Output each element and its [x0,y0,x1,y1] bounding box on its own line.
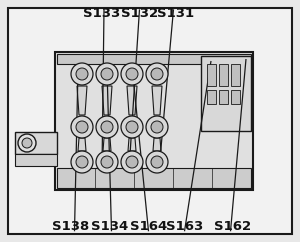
Bar [55,52,253,190]
Circle shape [151,156,163,168]
Circle shape [101,68,113,80]
Text: S133: S133 [83,7,121,20]
Text: S164: S164 [130,220,167,233]
Circle shape [126,156,138,168]
Circle shape [126,121,138,133]
Bar [231,90,240,104]
Circle shape [121,116,143,138]
Text: S138: S138 [52,220,89,233]
Text: S134: S134 [91,220,128,233]
Circle shape [71,116,93,138]
Circle shape [76,121,88,133]
Bar [207,64,216,86]
Bar [231,64,240,86]
Text: S162: S162 [214,220,251,233]
Polygon shape [127,86,137,115]
Circle shape [151,121,163,133]
Circle shape [151,68,163,80]
Circle shape [96,151,118,173]
Bar [15,154,57,166]
Circle shape [146,151,168,173]
Polygon shape [152,86,162,115]
Text: S132: S132 [121,7,158,20]
Circle shape [71,63,93,85]
Circle shape [101,121,113,133]
Circle shape [121,63,143,85]
Circle shape [22,138,32,148]
Circle shape [71,151,93,173]
Bar [57,168,251,188]
Polygon shape [78,138,86,151]
Polygon shape [77,86,87,115]
Circle shape [96,63,118,85]
Circle shape [146,116,168,138]
Circle shape [126,68,138,80]
Circle shape [76,68,88,80]
Text: S163: S163 [166,220,203,233]
Polygon shape [103,138,111,151]
Text: S131: S131 [157,7,194,20]
Circle shape [146,63,168,85]
Bar [207,90,216,104]
Circle shape [101,156,113,168]
Bar [215,172,251,188]
Bar [201,56,251,131]
Bar [219,90,228,104]
Polygon shape [102,86,112,115]
Circle shape [121,151,143,173]
Bar [219,64,228,86]
Polygon shape [153,138,161,151]
Circle shape [96,116,118,138]
Circle shape [76,156,88,168]
Circle shape [18,134,36,152]
Bar [15,132,57,154]
Polygon shape [128,138,136,151]
Bar [57,54,251,64]
